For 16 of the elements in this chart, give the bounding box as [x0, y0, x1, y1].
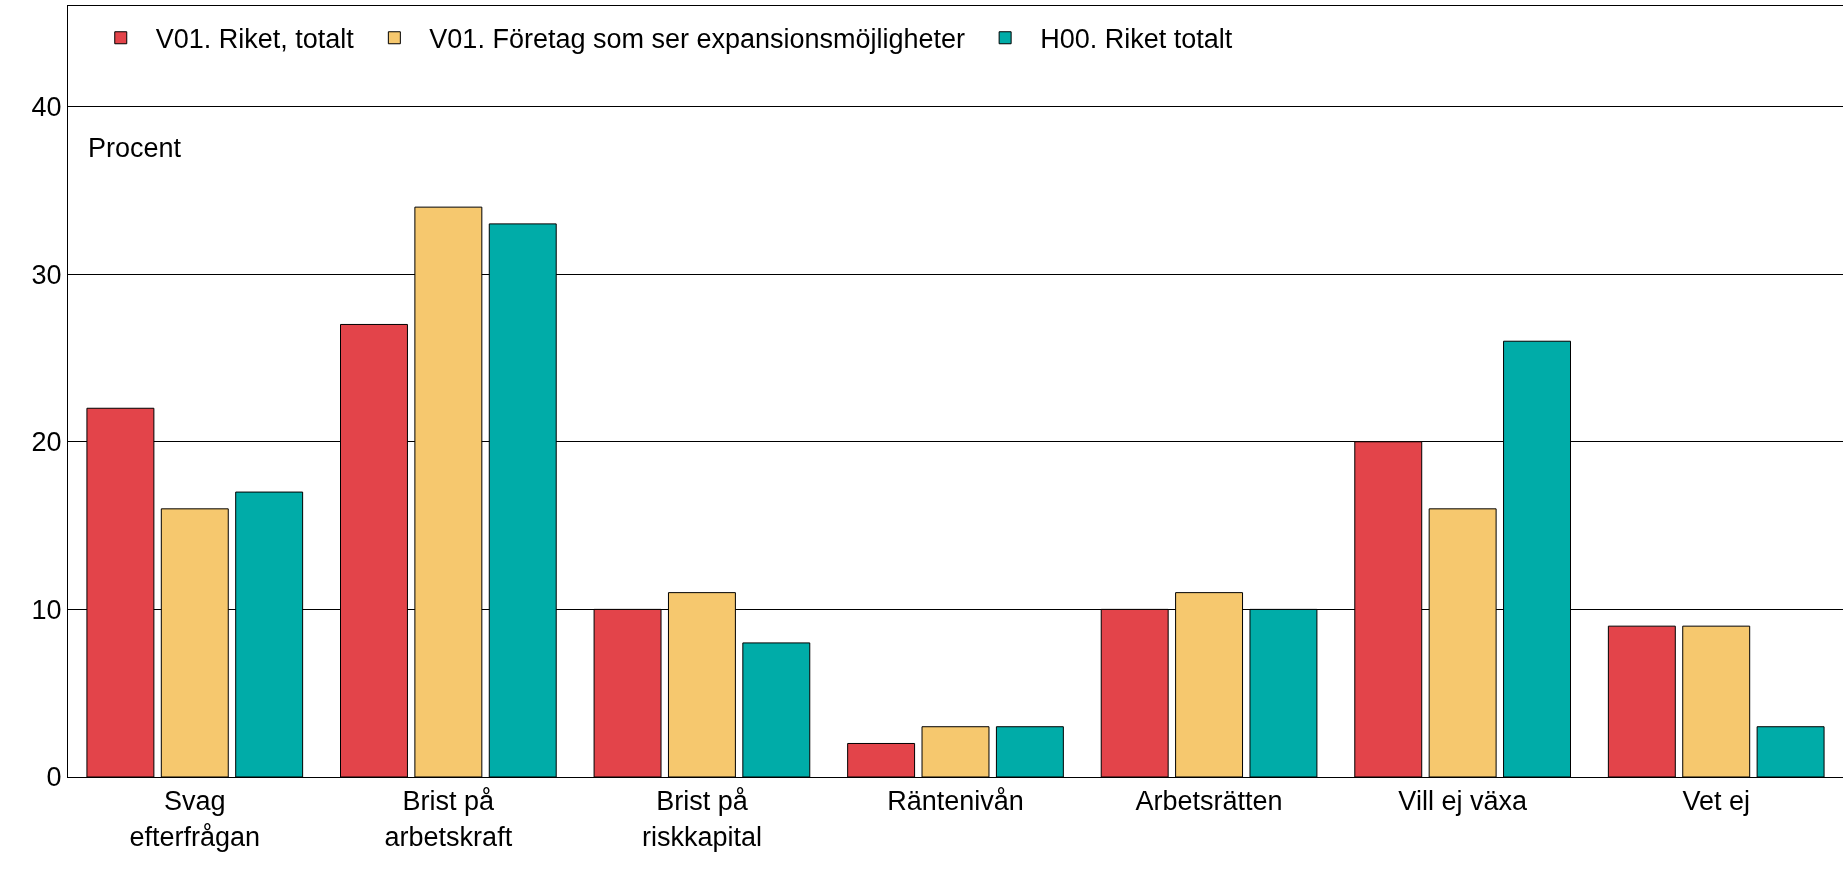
- x-tick-label: Brist på arbetskraft: [384, 786, 513, 852]
- x-tick-label: Svag efterfrågan: [129, 786, 261, 852]
- x-tick-label: Räntenivån: [887, 786, 1024, 817]
- x-tick-label: Arbetsrätten: [1135, 786, 1283, 817]
- x-tick-label: Vill ej växa: [1398, 786, 1528, 817]
- x-tick-label: Brist på riskkapital: [641, 786, 762, 852]
- y-tick-label: 10: [31, 594, 62, 625]
- y-axis-title: Procent: [88, 133, 182, 163]
- x-tick-label: Vet ej: [1682, 786, 1750, 817]
- legend-label: V01. Riket, totalt: [155, 24, 355, 55]
- legend-label: V01. Företag som ser expansionsmöjligheter: [429, 24, 966, 55]
- y-tick-label: 20: [31, 427, 62, 458]
- legend-label: H00. Riket totalt: [1040, 24, 1233, 55]
- y-tick-label: 40: [31, 92, 62, 123]
- y-tick-label: 30: [31, 259, 62, 290]
- y-tick-label: 0: [46, 762, 62, 793]
